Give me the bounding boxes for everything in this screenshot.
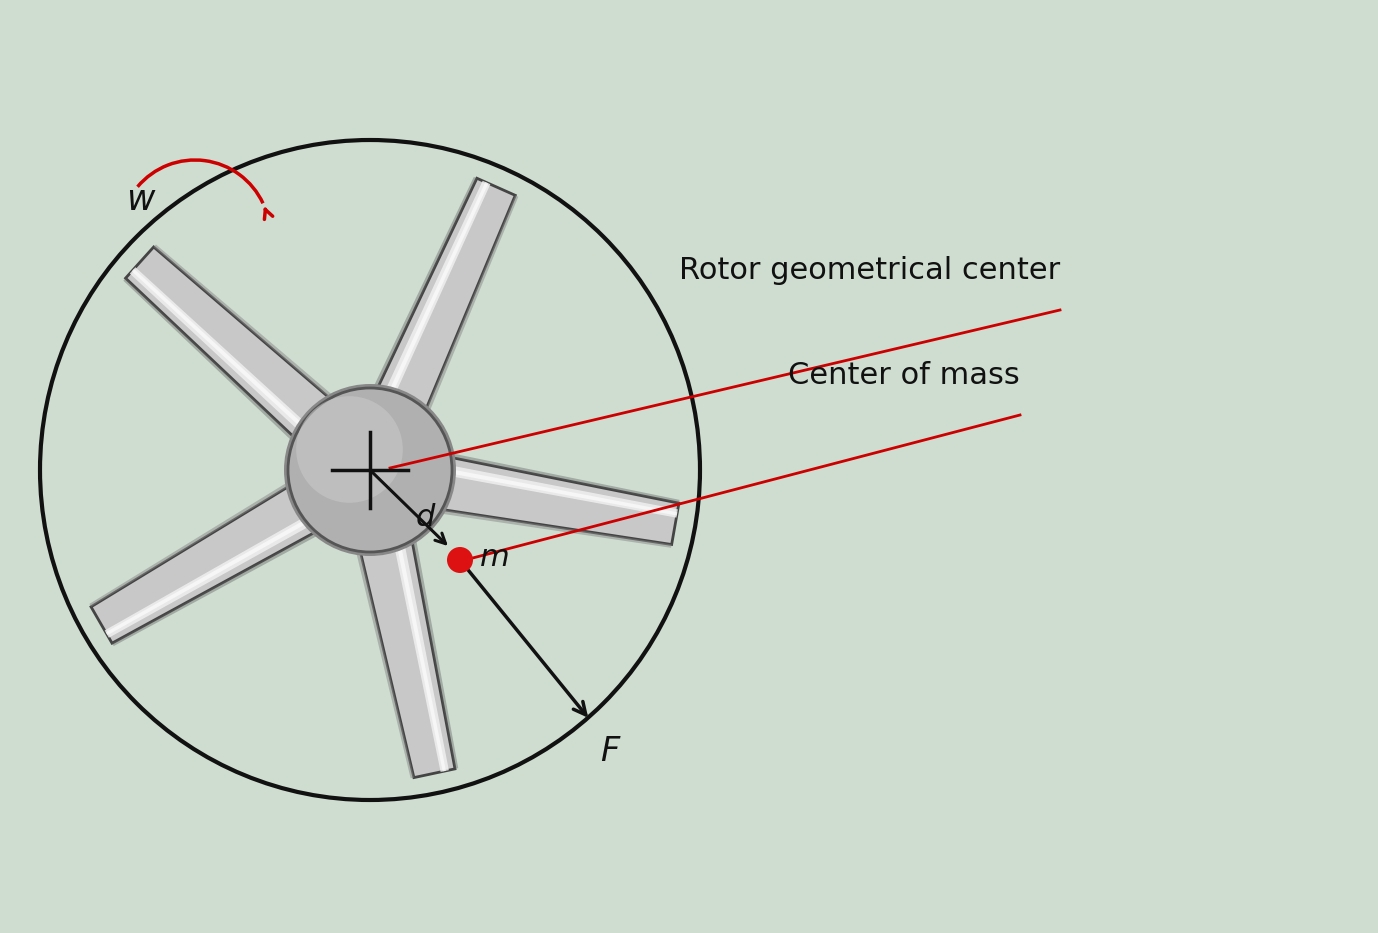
Circle shape [446,547,473,573]
Text: F: F [599,735,619,768]
Text: Rotor geometrical center: Rotor geometrical center [679,256,1060,285]
Polygon shape [441,467,678,516]
Circle shape [284,384,456,556]
Polygon shape [444,452,679,503]
Text: d: d [415,504,434,533]
Polygon shape [130,267,313,437]
Polygon shape [123,278,300,446]
Text: m: m [480,544,510,573]
Polygon shape [125,247,336,443]
Text: Center of mass: Center of mass [788,361,1020,390]
Polygon shape [375,178,515,417]
Circle shape [288,388,452,552]
Polygon shape [411,532,459,769]
Polygon shape [354,544,413,778]
Polygon shape [395,536,446,772]
Polygon shape [90,479,296,606]
Polygon shape [106,514,317,635]
Polygon shape [441,464,678,518]
Polygon shape [382,181,491,403]
Polygon shape [434,456,679,545]
Polygon shape [91,482,322,643]
Polygon shape [371,177,477,396]
Polygon shape [384,182,488,402]
Polygon shape [154,244,339,403]
Polygon shape [393,535,449,772]
Polygon shape [423,195,518,419]
Polygon shape [358,533,455,777]
Text: w: w [125,183,154,217]
Polygon shape [132,269,311,434]
Polygon shape [434,508,671,548]
Circle shape [296,397,402,503]
Polygon shape [105,512,318,638]
Polygon shape [112,528,325,646]
